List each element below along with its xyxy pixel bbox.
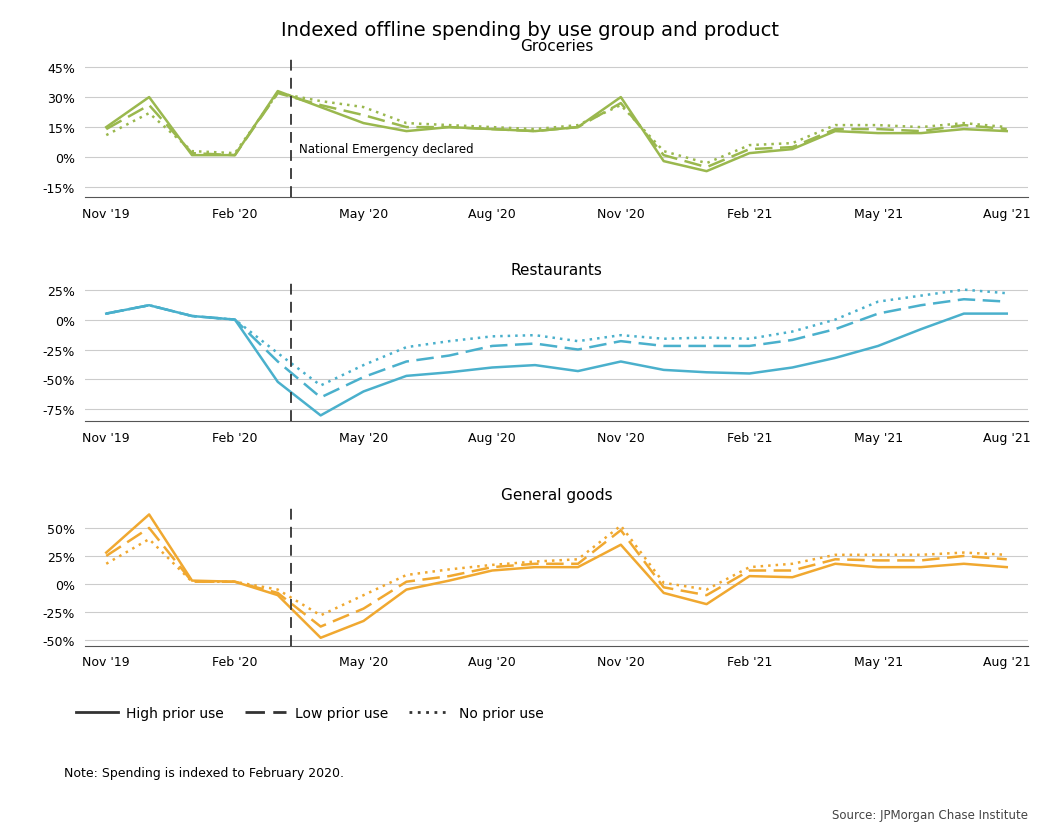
Text: Source: JPMorgan Chase Institute: Source: JPMorgan Chase Institute	[832, 808, 1028, 821]
Legend: High prior use, Low prior use, No prior use: High prior use, Low prior use, No prior …	[71, 700, 549, 726]
Text: Indexed offline spending by use group and product: Indexed offline spending by use group an…	[281, 21, 779, 40]
Title: Groceries: Groceries	[519, 39, 594, 54]
Text: National Emergency declared: National Emergency declared	[299, 143, 474, 156]
Title: General goods: General goods	[500, 487, 613, 502]
Title: Restaurants: Restaurants	[511, 263, 602, 278]
Text: Note: Spending is indexed to February 2020.: Note: Spending is indexed to February 20…	[64, 766, 343, 779]
